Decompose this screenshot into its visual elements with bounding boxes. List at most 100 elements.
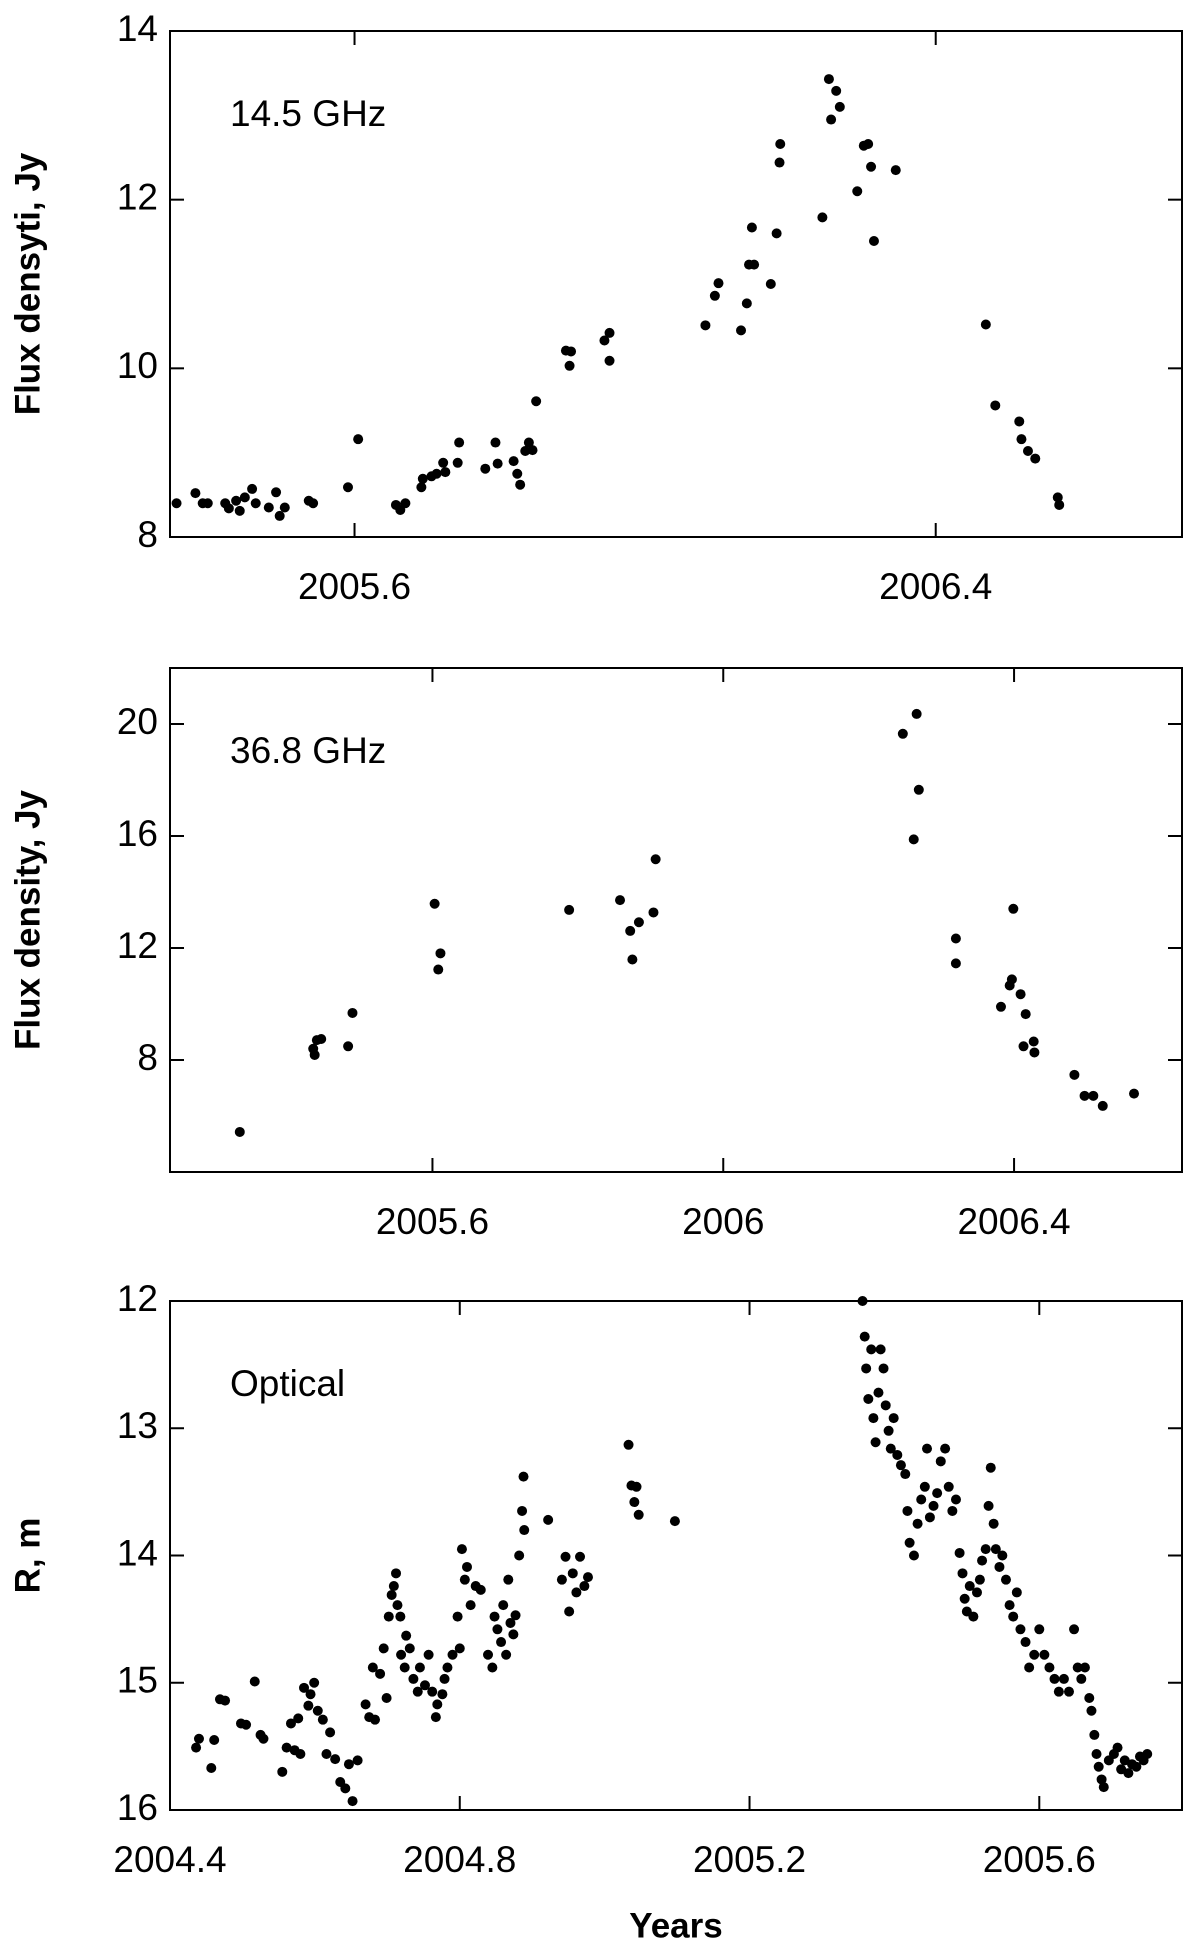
data-point [401, 1630, 412, 1641]
data-point [1011, 1587, 1022, 1598]
data-point [206, 1763, 217, 1774]
data-point [412, 1686, 423, 1697]
data-point [913, 784, 924, 795]
data-point [489, 1611, 500, 1622]
data-point [263, 502, 274, 513]
data-point [564, 904, 575, 915]
data-point [883, 1425, 894, 1436]
data-point [817, 212, 828, 223]
data-point [462, 1561, 473, 1572]
data-point [512, 468, 523, 479]
data-point [309, 1049, 320, 1060]
data-point [423, 1649, 434, 1660]
data-point [490, 437, 501, 448]
data-point [438, 457, 449, 468]
data-point [1086, 1705, 1097, 1716]
data-point [627, 954, 638, 965]
data-point [892, 1449, 903, 1460]
data-point [508, 1629, 519, 1640]
data-point [1072, 1662, 1083, 1673]
data-point [220, 1695, 231, 1706]
data-point [1089, 1729, 1100, 1740]
data-point [440, 467, 451, 478]
data-point [1079, 1662, 1090, 1673]
data-point [1015, 1624, 1026, 1635]
data-point [633, 917, 644, 928]
data-point [419, 1680, 430, 1691]
data-point [492, 1624, 503, 1635]
data-point [629, 1497, 640, 1508]
data-point [281, 1742, 292, 1753]
data-point [1049, 1673, 1060, 1684]
data-point [863, 1393, 874, 1404]
data-point [487, 1662, 498, 1673]
data-point [974, 1574, 985, 1585]
data-point [370, 1714, 381, 1725]
data-point [943, 1481, 954, 1492]
data-point [343, 1759, 354, 1770]
x-tick-label: 2005.6 [298, 566, 411, 607]
data-point [395, 1611, 406, 1622]
data-point [231, 495, 242, 506]
data-point [1131, 1761, 1142, 1772]
data-point [367, 1662, 378, 1673]
data-point [932, 1488, 943, 1499]
data-point [604, 355, 615, 366]
data-point [1044, 1662, 1055, 1673]
x-axis-label: Years [629, 1906, 722, 1945]
data-point [902, 1505, 913, 1516]
data-point [922, 1443, 933, 1454]
data-point [1014, 416, 1025, 427]
data-point [223, 503, 234, 514]
data-point [1123, 1768, 1134, 1779]
data-point [556, 1574, 567, 1585]
data-point [459, 1574, 470, 1585]
data-point [990, 400, 1001, 411]
data-point [957, 1568, 968, 1579]
data-point [995, 1001, 1006, 1012]
data-point [1034, 1624, 1045, 1635]
data-point [1093, 1761, 1104, 1772]
data-point [1096, 1774, 1107, 1785]
data-point [416, 482, 427, 493]
data-point [997, 1550, 1008, 1561]
data-point [741, 298, 752, 309]
data-point [1029, 1047, 1040, 1058]
data-point [908, 834, 919, 845]
data-point [1098, 1782, 1109, 1793]
data-point [492, 458, 503, 469]
data-point [774, 157, 785, 168]
data-point [234, 505, 245, 516]
y-tick-label: 8 [137, 514, 158, 555]
data-point [1020, 1009, 1031, 1020]
data-point [510, 1610, 521, 1621]
data-point [831, 85, 842, 96]
data-point [852, 186, 863, 197]
data-point [1022, 445, 1033, 456]
data-point [1004, 1600, 1015, 1611]
data-point [746, 222, 757, 233]
data-point [388, 1581, 399, 1592]
data-point [888, 1413, 899, 1424]
data-point [1000, 1574, 1011, 1585]
data-point [582, 1572, 593, 1583]
data-point [241, 1719, 252, 1730]
data-point [1053, 1686, 1064, 1697]
data-point [940, 1443, 951, 1454]
data-point [480, 463, 491, 474]
data-point [919, 1481, 930, 1492]
plot-frame [169, 667, 1183, 1173]
data-point [1058, 1673, 1069, 1684]
x-tick-label: 2005.6 [983, 1839, 1096, 1880]
data-point [442, 1662, 453, 1673]
y-axis-label: Flux density, Jy [8, 789, 47, 1050]
data-point [890, 165, 901, 176]
data-point [648, 907, 659, 918]
data-point [347, 1007, 358, 1018]
panel-label: 14.5 GHz [230, 93, 386, 134]
x-tick-label: 2006.4 [879, 566, 992, 607]
data-point [202, 498, 213, 509]
data-point [900, 1469, 911, 1480]
data-point [295, 1749, 306, 1760]
data-point [247, 483, 258, 494]
